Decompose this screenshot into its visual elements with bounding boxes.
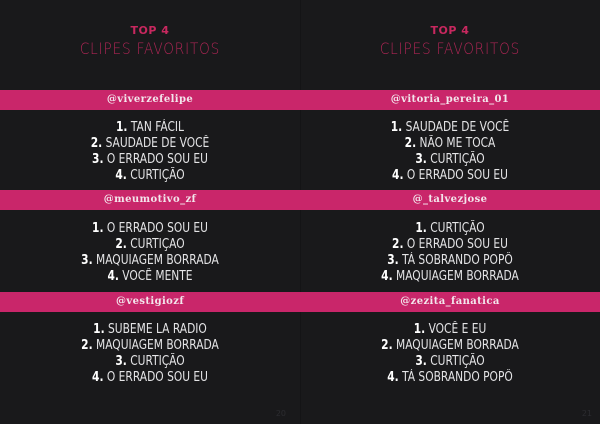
item-title: O ERRADO SOU EU: [106, 152, 208, 167]
item-number: 3.: [115, 354, 127, 369]
top-list: 1. CURTIÇÃO 2. O ERRADO SOU EU 3. TÁ SOBRA…: [300, 221, 600, 285]
item-title: SUBEME LA RADIO: [108, 322, 207, 337]
list-item: 1. O ERRADO SOU EU: [27, 221, 273, 237]
page-number: 20: [275, 409, 286, 418]
top-list: 1. O ERRADO SOU EU 2. CURTIÇAO 3. MAQUIAGE…: [0, 221, 300, 285]
item-title: CURTIÇÃO: [430, 354, 485, 369]
list-item: 4. VOCÊ MENTE: [27, 269, 273, 285]
item-number: 1.: [413, 322, 426, 337]
item-number: 1.: [415, 221, 427, 236]
item-number: 1.: [92, 221, 104, 236]
list-item: 1. TAN FÁCIL: [27, 120, 273, 136]
title-main: CLIPES FAVORITOS: [379, 39, 521, 58]
item-number: 2.: [90, 136, 103, 151]
item-title: TÁ SOBRANDO POPÔ: [402, 370, 513, 385]
item-title: VOCÊ E EU: [428, 322, 487, 337]
item-number: 2.: [404, 136, 417, 151]
item-number: 3.: [81, 253, 93, 268]
item-number: 2.: [115, 237, 127, 252]
item-title: MAQUIAGEM BORRADA: [96, 338, 219, 353]
item-title: TAN FÁCIL: [130, 120, 184, 135]
item-title: CURTIÇÃO: [130, 354, 185, 369]
item-number: 2.: [392, 237, 404, 252]
item-title: CURTIÇÃO: [130, 168, 185, 183]
page-2: TOP 4 CLIPES FAVORITOS 21 @vitoria_pereir…: [300, 0, 600, 424]
username-band: @vitoria_pereira_01: [300, 90, 600, 110]
list-item: 3. MAQUIAGEM BORRADA: [27, 253, 273, 269]
title-top: TOP 4: [430, 24, 470, 37]
top-list: 1. SAUDADE DE VOCÊ 2. NÃO ME TOCA 3. CURTI…: [300, 120, 600, 184]
item-number: 2.: [81, 338, 93, 353]
item-title: NÃO ME TOCA: [419, 136, 496, 151]
list-item: 1. SUBEME LA RADIO: [27, 322, 273, 338]
list-item: 2. O ERRADO SOU EU: [327, 237, 573, 253]
item-title: SAUDADE DE VOCÊ: [405, 120, 510, 135]
item-title: CURTIÇÃO: [430, 221, 485, 236]
username-band: @meumotivo_zf: [0, 190, 300, 210]
username-band: @_talvezjose: [300, 190, 600, 210]
item-title: CURTIÇAO: [130, 237, 185, 252]
list-item: 3. CURTIÇÃO: [27, 354, 273, 370]
username-band: @viverzefelipe: [0, 90, 300, 110]
list-item: 4. CURTIÇÃO: [27, 168, 273, 184]
list-item: 2. CURTIÇAO: [27, 237, 273, 253]
top-list: 1. TAN FÁCIL 2. SAUDADE DE VOCÊ 3. O ERRAD…: [0, 120, 300, 184]
item-number: 2.: [381, 338, 393, 353]
item-title: MAQUIAGEM BORRADA: [396, 269, 519, 284]
top-list: 1. VOCÊ E EU 2. MAQUIAGEM BORRADA 3. CURTI…: [300, 322, 600, 386]
item-title: CURTIÇÃO: [430, 152, 485, 167]
list-item: 2. MAQUIAGEM BORRADA: [27, 338, 273, 354]
list-item: 1. VOCÊ E EU: [327, 322, 573, 338]
title-top: TOP 4: [130, 24, 170, 37]
item-number: 3.: [415, 152, 427, 167]
list-item: 4. O ERRADO SOU EU: [27, 370, 273, 386]
item-number: 3.: [387, 253, 399, 268]
item-title: O ERRADO SOU EU: [106, 370, 208, 385]
item-number: 4.: [107, 269, 119, 284]
username-band: @vestigiozf: [0, 292, 300, 312]
item-title: MAQUIAGEM BORRADA: [96, 253, 219, 268]
item-title: O ERRADO SOU EU: [406, 168, 508, 183]
item-number: 4.: [115, 168, 127, 183]
list-item: 4. O ERRADO SOU EU: [327, 168, 573, 184]
item-title: O ERRADO SOU EU: [106, 221, 208, 236]
list-item: 4. MAQUIAGEM BORRADA: [327, 269, 573, 285]
list-item: 2. SAUDADE DE VOCÊ: [27, 136, 273, 152]
item-title: MAQUIAGEM BORRADA: [396, 338, 519, 353]
item-title: VOCÊ MENTE: [122, 269, 193, 284]
page-1: TOP 4 CLIPES FAVORITOS 20 @viverzefelipe 1…: [0, 24, 300, 418]
item-number: 4.: [392, 168, 404, 183]
title-main: CLIPES FAVORITOS: [79, 39, 221, 58]
list-item: 3. CURTIÇÃO: [327, 354, 573, 370]
list-item: 2. MAQUIAGEM BORRADA: [327, 338, 573, 354]
item-number: 3.: [415, 354, 427, 369]
list-item: 3. TÁ SOBRANDO POPÔ: [327, 253, 573, 269]
item-title: SAUDADE DE VOCÊ: [105, 136, 210, 151]
item-number: 4.: [387, 370, 399, 385]
item-number: 1.: [115, 120, 128, 135]
item-title: TÁ SOBRANDO POPÔ: [402, 253, 513, 268]
top-list: 1. SUBEME LA RADIO 2. MAQUIAGEM BORRADA 3.…: [0, 322, 300, 386]
list-item: 1. CURTIÇÃO: [327, 221, 573, 237]
item-number: 3.: [92, 152, 104, 167]
page-number: 21: [581, 409, 592, 418]
item-number: 4.: [92, 370, 104, 385]
list-item: 3. CURTIÇÃO: [327, 152, 573, 168]
item-number: 4.: [381, 269, 393, 284]
item-number: 1.: [93, 322, 105, 337]
item-title: O ERRADO SOU EU: [406, 237, 508, 252]
list-item: 4. TÁ SOBRANDO POPÔ: [327, 370, 573, 386]
list-item: 2. NÃO ME TOCA: [327, 136, 573, 152]
list-item: 3. O ERRADO SOU EU: [27, 152, 273, 168]
item-number: 1.: [390, 120, 403, 135]
list-item: 1. SAUDADE DE VOCÊ: [327, 120, 573, 136]
username-band: @zezita_fanatica: [300, 292, 600, 312]
